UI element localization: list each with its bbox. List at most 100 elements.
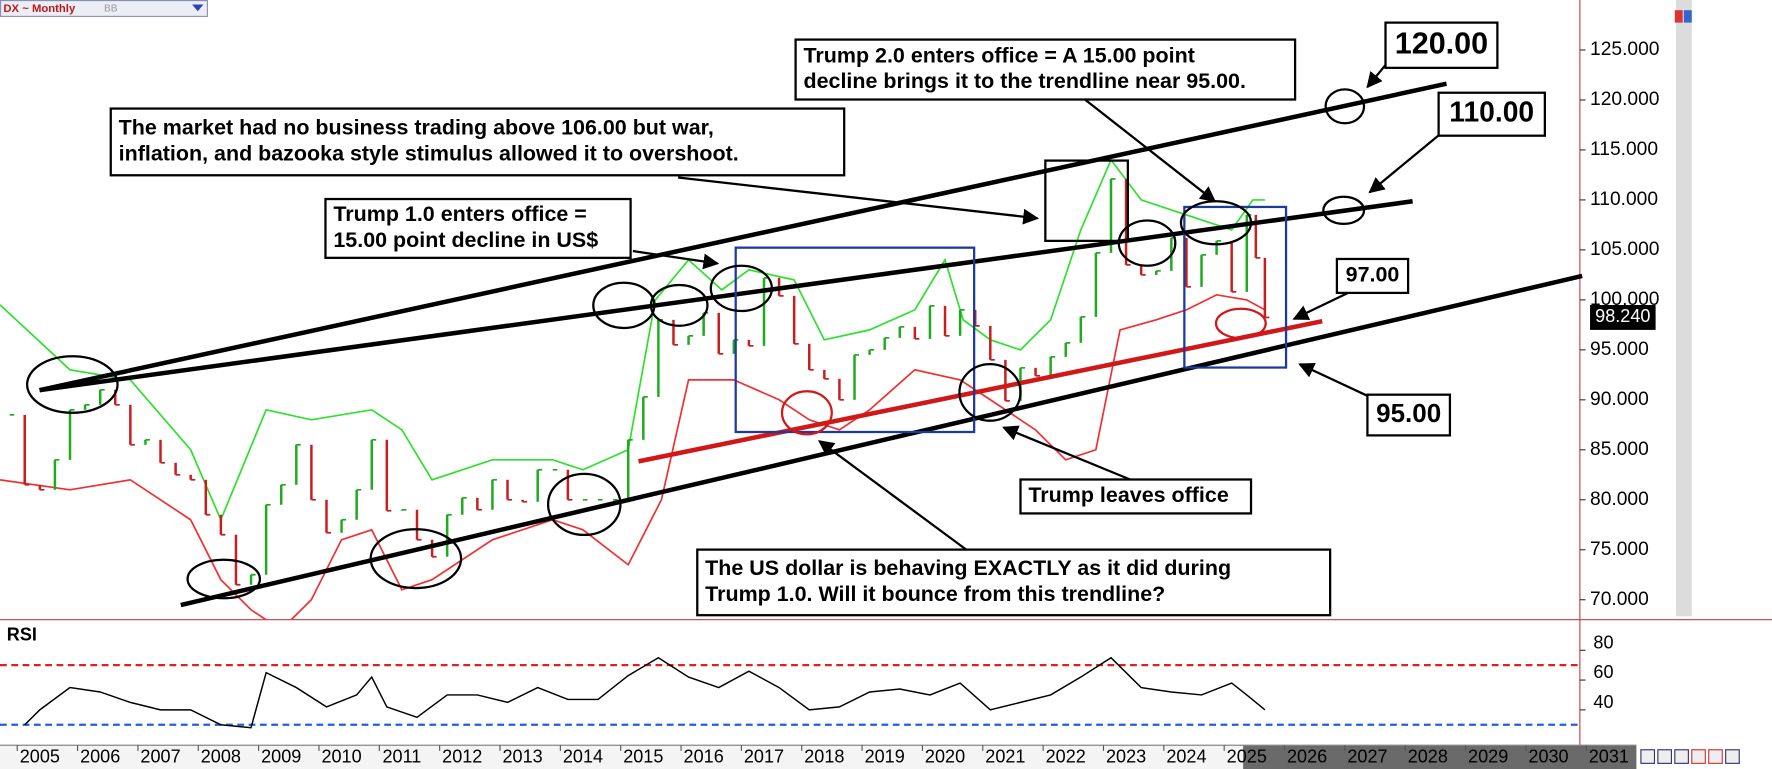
- header-box[interactable]: [0, 0, 208, 17]
- rsi-tick-label: 60: [1593, 662, 1613, 682]
- x-tick-label: 2019: [865, 746, 905, 766]
- nav-prev[interactable]: [1657, 749, 1672, 764]
- x-tick-label: 2013: [503, 746, 543, 766]
- x-tick-label: 2008: [201, 746, 241, 766]
- rsi-tick-label: 40: [1593, 692, 1613, 712]
- circle-marker: [1117, 219, 1177, 267]
- axes: 70.000 75.000 80.000 85.000 90.000 95.000 100.…: [16, 39, 1659, 766]
- x-tick-label: 2027: [1347, 746, 1387, 766]
- x-tick-label: 2030: [1528, 746, 1568, 766]
- annotation-box: [1366, 393, 1452, 437]
- x-axis-strip: [0, 745, 1244, 769]
- nav-zoom-in[interactable]: [1691, 749, 1706, 764]
- annotation-text: Trump 2.0 enters office = A 15.00 point: [804, 43, 1195, 67]
- arrow: [632, 249, 720, 270]
- x-tick-label: 2023: [1106, 746, 1146, 766]
- x-tick-label: 2020: [925, 746, 965, 766]
- circle-marker: [546, 472, 622, 537]
- y-tick-label: 90.000: [1590, 389, 1649, 410]
- x-tick-label: 2015: [623, 746, 663, 766]
- x-tick-label: 2024: [1166, 746, 1206, 766]
- y-tick-label: 75.000: [1590, 539, 1649, 560]
- y-tick-label: 120.000: [1590, 89, 1659, 110]
- x-tick-label: 2029: [1468, 746, 1508, 766]
- x-tick-label: 2018: [804, 746, 844, 766]
- annotation-box: [324, 197, 632, 259]
- annotation-text: inflation, and bazooka style stimulus al…: [119, 141, 739, 165]
- x-tick-label: 2021: [985, 746, 1025, 766]
- circle-marker: [649, 283, 709, 327]
- x-tick-label: 2007: [140, 746, 180, 766]
- nav-last[interactable]: [1725, 749, 1740, 764]
- annotation-text: decline brings it to the trendline near …: [804, 69, 1246, 93]
- x-tick-label: 2012: [442, 746, 482, 766]
- x-tick-label: 2017: [744, 746, 784, 766]
- circle-marker: [1322, 195, 1366, 226]
- nav-icons: [1640, 749, 1740, 764]
- circle-marker: [958, 363, 1022, 422]
- scrollbar[interactable]: [1675, 0, 1692, 617]
- x-tick-label: 2006: [80, 746, 120, 766]
- annotation-text: 120.00: [1395, 26, 1488, 60]
- upper-band: [0, 158, 1265, 522]
- annotation-box: [1019, 478, 1253, 515]
- red-trendline: [638, 318, 1323, 464]
- sell-icon[interactable]: [1683, 10, 1692, 23]
- annotation-box: [1437, 91, 1546, 137]
- annotation-text: The US dollar is behaving EXACTLY as it …: [705, 556, 1231, 580]
- circle-marker: [1324, 88, 1366, 125]
- arrow: [1368, 132, 1442, 194]
- arrow: [677, 176, 1040, 225]
- x-tick-label: 2010: [321, 746, 361, 766]
- y-tick-label: 115.000: [1590, 139, 1658, 160]
- annotation-text: Trump 1.0 enters office =: [333, 202, 586, 226]
- arrow: [1002, 425, 1131, 481]
- last-value-box: [1590, 305, 1656, 330]
- x-tick-label: 2028: [1408, 746, 1448, 766]
- y-tick-label: 105.000: [1590, 239, 1659, 260]
- circle-marker: [186, 558, 262, 600]
- y-tick-label: 125.000: [1590, 39, 1659, 60]
- y-tick-label: 95.000: [1590, 339, 1649, 360]
- nav-next[interactable]: [1708, 749, 1723, 764]
- annotation-text: 97.00: [1346, 263, 1400, 287]
- highlight-box: [734, 246, 976, 434]
- annotation-text: The market had no business trading above…: [119, 116, 714, 140]
- y-tick-label: 100.000: [1590, 289, 1659, 310]
- highlight-box: [1183, 205, 1288, 369]
- y-tick-label: 110.000: [1590, 189, 1658, 210]
- arrow: [1084, 98, 1217, 203]
- arrow: [1298, 362, 1368, 397]
- dropdown-arrow[interactable]: [192, 4, 204, 12]
- lower-band: [0, 293, 1266, 620]
- rsi-line: [24, 656, 1266, 729]
- x-tick-label: 2014: [563, 746, 603, 766]
- annotation-text: 15.00 point decline in US$: [333, 228, 598, 252]
- annotation-box: [1335, 257, 1410, 295]
- x-tick-label: 2031: [1589, 746, 1629, 766]
- last-value-label: 98.240: [1595, 306, 1650, 326]
- price-panel: [0, 158, 1270, 620]
- highlight-box: [1044, 159, 1129, 243]
- nav-zoom-out[interactable]: [1674, 749, 1689, 764]
- annotation-text: Trump leaves office: [1028, 483, 1228, 507]
- buy-icon[interactable]: [1674, 10, 1683, 23]
- circle-marker: [25, 355, 119, 414]
- y-tick-label: 70.000: [1590, 589, 1649, 610]
- nav-first[interactable]: [1640, 749, 1656, 764]
- annotation-text: 110.00: [1449, 96, 1534, 128]
- circle-marker: [592, 281, 656, 330]
- trendline: [39, 81, 1448, 393]
- rsi-tick-label: 80: [1593, 632, 1613, 652]
- x-tick-label: 2016: [684, 746, 724, 766]
- annotation-box: [1384, 21, 1499, 69]
- circle-marker: [369, 528, 463, 590]
- x-tick-label: 2011: [382, 746, 421, 766]
- circle-marker: [780, 390, 833, 436]
- arrow: [818, 440, 967, 551]
- x-tick-label: 2026: [1287, 746, 1327, 766]
- y-tick-label: 85.000: [1590, 439, 1649, 460]
- rsi-title: RSI: [7, 624, 37, 644]
